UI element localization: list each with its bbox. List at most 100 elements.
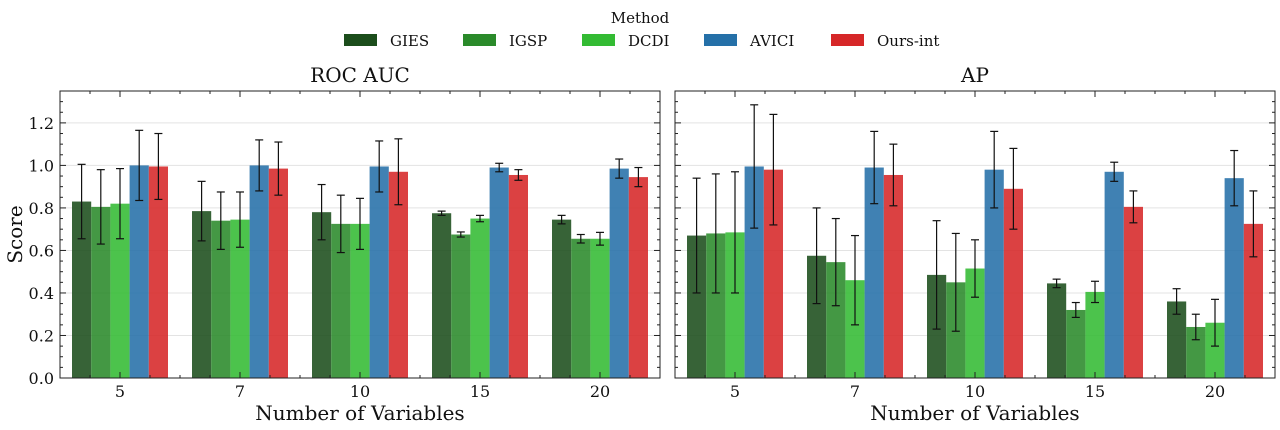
bar-igsp <box>451 234 471 378</box>
error-bar <box>356 197 364 250</box>
error-bar <box>1110 161 1119 182</box>
bar-avici <box>984 169 1004 378</box>
error-bar <box>634 166 643 188</box>
bar-igsp <box>826 262 846 378</box>
error-bar <box>317 183 326 241</box>
error-bar <box>1129 190 1138 224</box>
error-bar <box>116 167 124 240</box>
legend-swatch <box>344 34 377 46</box>
bar-avici <box>744 166 764 378</box>
bar-ours-int <box>628 177 648 378</box>
bar-avici <box>129 165 149 378</box>
bar-gies <box>1167 301 1187 378</box>
bar-avici <box>249 165 269 378</box>
legend-label: IGSP <box>509 32 547 50</box>
error-bar <box>476 214 484 223</box>
error-bar <box>197 180 206 242</box>
error-bar <box>1009 147 1018 230</box>
bar-avici <box>864 167 884 378</box>
bar-avici <box>369 166 389 378</box>
error-bar <box>731 171 739 294</box>
y-tick-label: 1.2 <box>29 114 54 133</box>
x-tick-label: 5 <box>730 382 740 401</box>
bar-dcdi <box>350 223 370 378</box>
error-bar <box>990 130 999 209</box>
bar-avici <box>1224 178 1244 378</box>
x-tick-label: 15 <box>470 382 490 401</box>
bar-ours-int <box>1243 223 1263 378</box>
panel-roc-auc: 0.0 0.2 0.4 0.6 0.8 1.0 1.2 5 7 10 15 20 ROC AUC Numb… <box>3 63 661 425</box>
error-bar <box>96 169 105 245</box>
bar-ours-int <box>1123 206 1143 378</box>
x-tick-label: 10 <box>350 382 370 401</box>
bar-dcdi <box>1205 322 1225 378</box>
legend-label: Ours-int <box>877 32 939 50</box>
error-bar <box>1091 280 1099 304</box>
error-bar <box>437 210 446 216</box>
error-bar <box>375 140 384 193</box>
bar-igsp <box>571 238 591 378</box>
bar-gies <box>552 219 572 378</box>
error-bar <box>750 104 759 229</box>
y-axis-label: Score <box>3 205 27 263</box>
y-tick-label: 1.0 <box>29 156 54 175</box>
bar-igsp <box>331 223 351 378</box>
legend-item-ours-int: Ours-int <box>831 32 939 50</box>
bar-gies <box>192 211 212 378</box>
bar-ours-int <box>763 169 783 378</box>
error-bar <box>557 214 566 225</box>
bar-avici <box>1104 171 1124 378</box>
error-bar <box>889 143 898 207</box>
error-bar <box>495 162 504 173</box>
error-bar <box>154 132 163 201</box>
error-bar <box>514 169 523 181</box>
legend-item-dcdi: DCDI <box>582 32 670 50</box>
bar-igsp <box>706 233 726 378</box>
error-bar <box>77 163 86 240</box>
error-bar <box>769 113 778 226</box>
panel-title: AP <box>960 63 989 87</box>
error-bar <box>216 191 225 250</box>
x-tick-label: 20 <box>590 382 610 401</box>
y-tick-label: 0.2 <box>29 326 54 345</box>
x-tick-label: 7 <box>235 382 245 401</box>
bar-igsp <box>1066 309 1086 378</box>
error-bar <box>255 139 264 192</box>
bar-dcdi <box>845 280 865 378</box>
legend-item-avici: AVICI <box>704 32 794 50</box>
bar-gies <box>72 201 92 378</box>
panel-title: ROC AUC <box>310 63 410 87</box>
error-bar <box>1052 278 1061 289</box>
error-bar <box>615 158 624 179</box>
x-tick-label: 5 <box>115 382 125 401</box>
error-bar <box>456 231 465 238</box>
error-bar <box>932 220 941 330</box>
bar-gies <box>807 255 827 378</box>
legend-swatch <box>463 34 496 46</box>
bar-gies <box>432 213 452 378</box>
bar-dcdi <box>230 219 250 378</box>
legend-label: DCDI <box>628 32 670 50</box>
legend-title: Method <box>611 9 670 27</box>
bar-ours-int <box>388 171 408 378</box>
bar-ours-int <box>268 168 288 378</box>
error-bar <box>711 173 720 294</box>
bar-gies <box>1047 283 1067 378</box>
error-bar <box>951 232 960 332</box>
legend-swatch <box>704 34 737 46</box>
error-bar <box>851 234 859 326</box>
bar-dcdi <box>110 203 130 378</box>
error-bar <box>692 177 701 294</box>
error-bar <box>1211 298 1219 347</box>
bar-ours-int <box>883 174 903 378</box>
bar-ours-int <box>508 174 528 378</box>
error-bar <box>1191 313 1200 341</box>
bar-igsp <box>211 220 231 378</box>
legend-label: AVICI <box>749 32 794 50</box>
panel-ap: 5 7 10 15 20 AP Number of Variables <box>674 63 1276 425</box>
error-bar <box>870 130 879 205</box>
error-bar <box>596 231 604 246</box>
error-bar <box>812 207 821 305</box>
error-bar <box>135 129 144 202</box>
bar-gies <box>687 235 707 378</box>
